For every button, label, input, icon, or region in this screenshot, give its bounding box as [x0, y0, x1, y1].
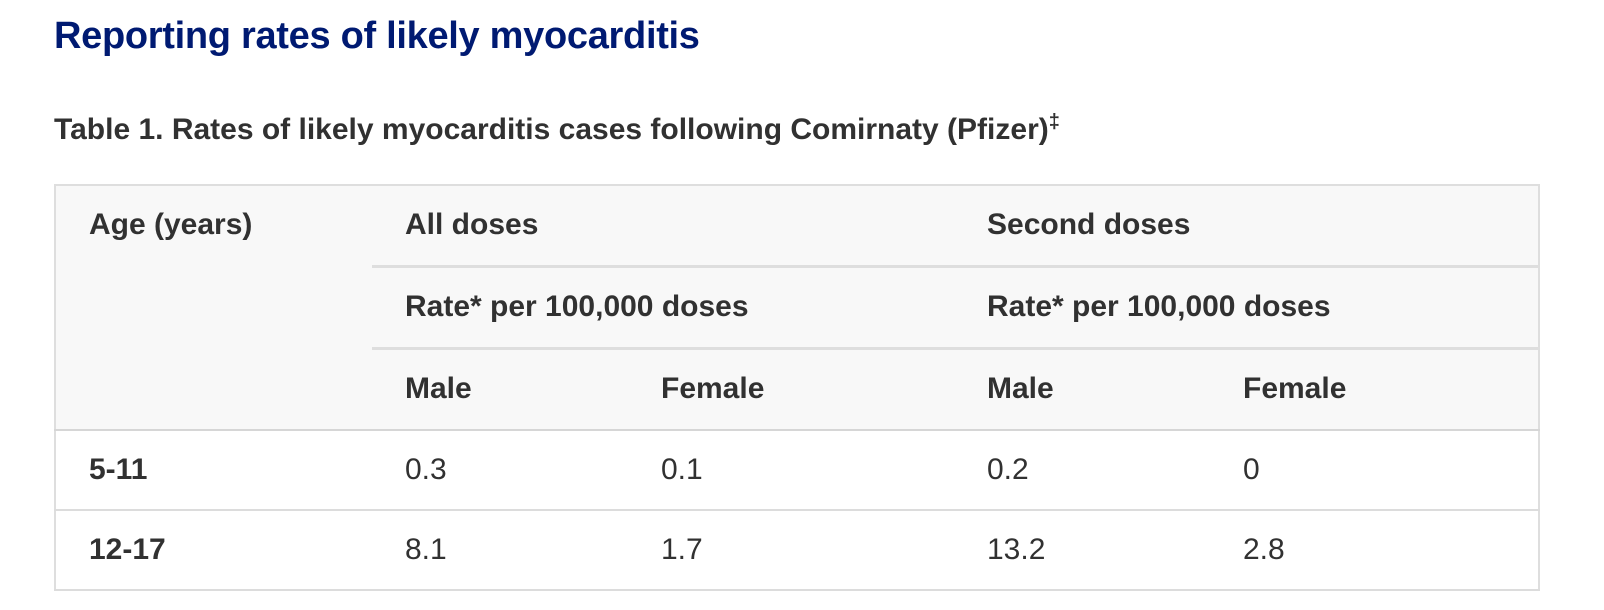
second-male-cell: 0.2 [954, 430, 1210, 511]
myocarditis-rates-table: Age (years) All doses Second doses Rate*… [54, 184, 1540, 591]
table-body: 5-11 0.3 0.1 0.2 0 12-17 8.1 1.7 13.2 2.… [54, 430, 1540, 591]
second-male-cell: 13.2 [954, 510, 1210, 591]
header-second-doses: Second doses [954, 184, 1540, 268]
header-rate-second: Rate* per 100,000 doses [954, 266, 1540, 350]
all-female-cell: 1.7 [628, 510, 954, 591]
header-row-rates: Rate* per 100,000 doses Rate* per 100,00… [55, 266, 1540, 350]
page-title: Reporting rates of likely myocarditis [54, 15, 700, 57]
header-female-second: Female [1210, 348, 1540, 431]
table-row: 12-17 8.1 1.7 13.2 2.8 [54, 510, 1540, 591]
header-rate-all: Rate* per 100,000 doses [372, 266, 954, 350]
header-row-sex: Male Female Male Female [54, 348, 1540, 431]
age-cell: 5-11 [54, 430, 372, 511]
table-header: Age (years) All doses Second doses Rate*… [54, 184, 1540, 431]
header-all-doses: All doses [372, 184, 954, 268]
header-male-second: Male [954, 348, 1210, 431]
header-age: Age (years) [54, 184, 372, 348]
table-caption-text: Table 1. Rates of likely myocarditis cas… [54, 113, 1049, 146]
header-row-groups: Age (years) All doses Second doses [54, 184, 1540, 348]
header-male-all: Male [372, 348, 628, 431]
all-male-cell: 8.1 [372, 510, 628, 591]
double-dagger-mark: ‡ [1048, 111, 1060, 133]
header-female-all: Female [628, 348, 954, 431]
all-male-cell: 0.3 [372, 430, 628, 511]
age-cell: 12-17 [54, 510, 372, 591]
second-female-cell: 0 [1210, 430, 1540, 511]
header-blank [54, 348, 372, 431]
table-row: 5-11 0.3 0.1 0.2 0 [54, 430, 1540, 511]
all-female-cell: 0.1 [628, 430, 954, 511]
table-caption: Table 1. Rates of likely myocarditis cas… [54, 108, 1060, 152]
second-female-cell: 2.8 [1210, 510, 1540, 591]
